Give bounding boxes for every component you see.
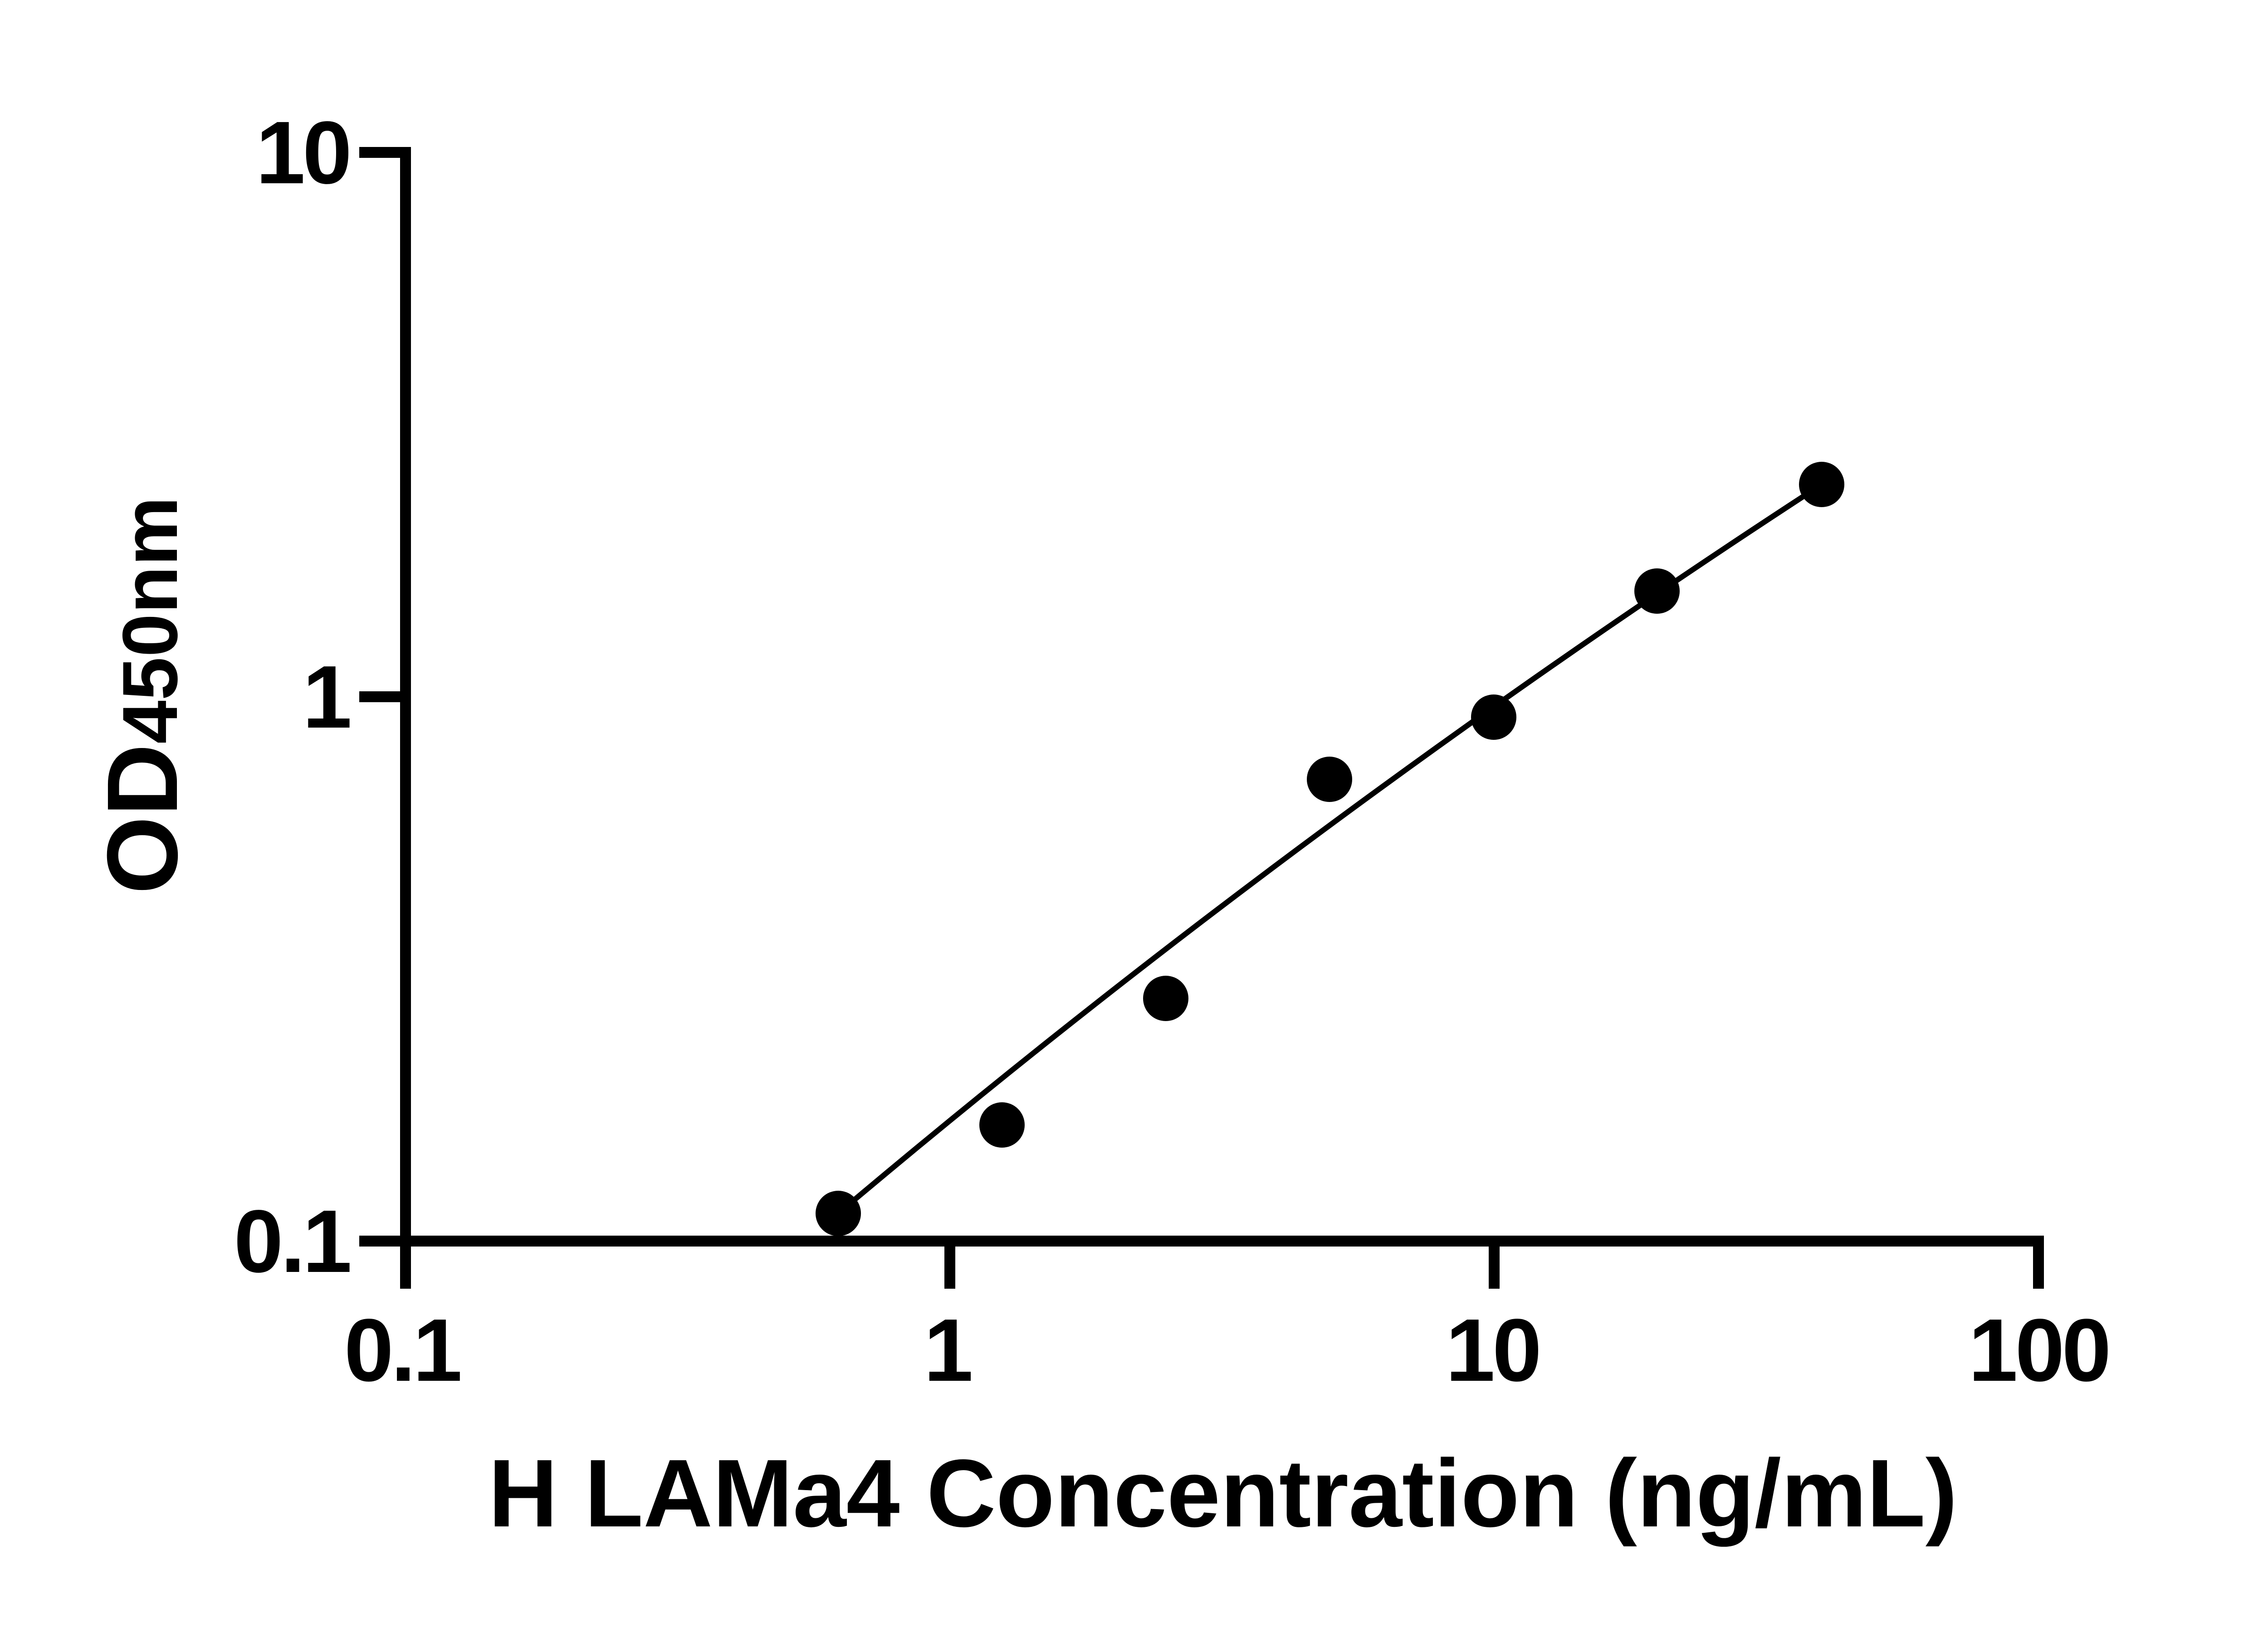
svg-text:1: 1 [303,647,350,747]
svg-text:0.1: 0.1 [344,1301,460,1400]
svg-text:H LAMa4 Concentration (ng/mL): H LAMa4 Concentration (ng/mL) [489,1439,1958,1547]
svg-text:1: 1 [924,1301,971,1400]
svg-text:10: 10 [1446,1301,1539,1400]
svg-text:100: 100 [1968,1301,2108,1400]
svg-text:10: 10 [256,103,349,202]
svg-text:0.1: 0.1 [234,1192,350,1291]
svg-text:OD450nm: OD450nm [86,497,198,894]
